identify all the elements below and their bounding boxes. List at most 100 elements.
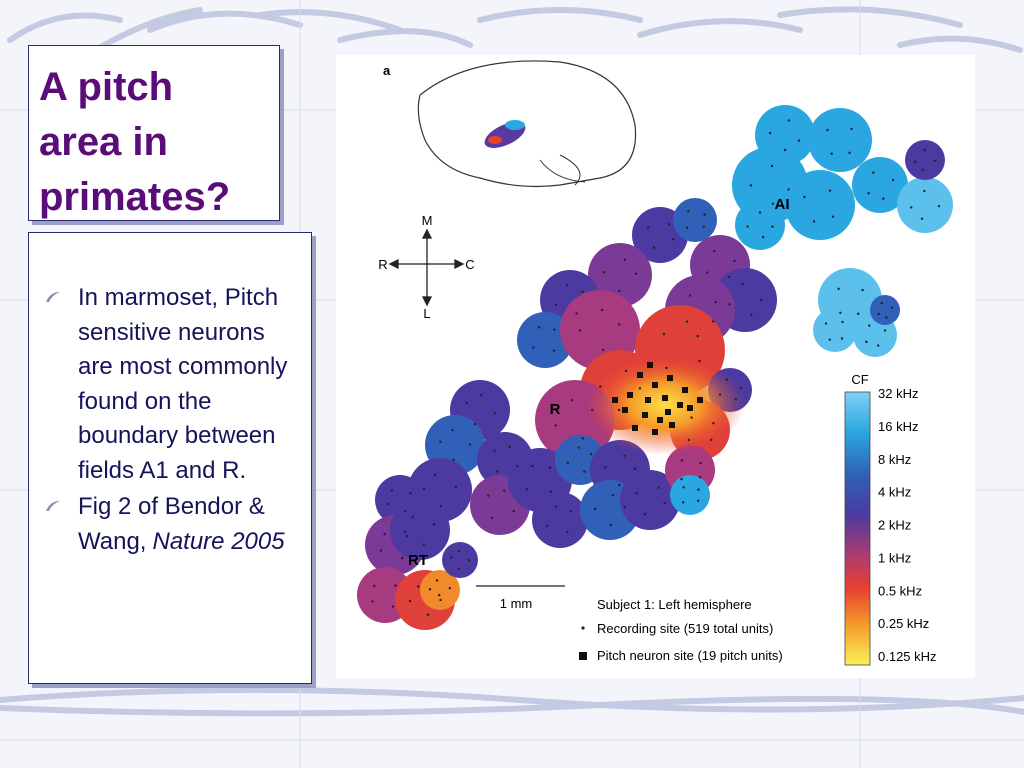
site-dot: [457, 567, 460, 571]
site-dot: [452, 458, 455, 462]
site-dot: [549, 490, 553, 493]
site-dot: [697, 488, 700, 491]
site-dot: [741, 282, 744, 286]
site-dot: [711, 320, 715, 323]
site-dot: [746, 225, 749, 228]
site-dot: [516, 465, 519, 468]
hot-region: [585, 355, 745, 455]
site-dot: [877, 312, 880, 316]
site-dot: [705, 271, 709, 274]
map-blob: [852, 157, 908, 213]
site-dot: [867, 191, 870, 195]
pitch-square: [687, 405, 693, 411]
site-dot: [725, 378, 728, 381]
site-dot: [577, 446, 581, 449]
site-dot: [770, 164, 774, 168]
map-blob: [897, 177, 953, 233]
site-dot: [826, 128, 829, 132]
site-dot: [868, 324, 871, 327]
site-dot: [739, 386, 743, 390]
pitch-square: [657, 417, 663, 423]
pitch-square: [697, 397, 703, 403]
site-dot: [837, 287, 840, 291]
site-dot: [635, 491, 638, 495]
site-dot: [578, 329, 582, 332]
site-dot: [451, 428, 454, 432]
site-dot: [617, 408, 621, 412]
colorbar-label: 0.125 kHz: [878, 649, 937, 664]
site-dot: [600, 308, 604, 312]
site-dot: [531, 464, 534, 468]
site-dot: [662, 333, 666, 336]
site-dot: [850, 127, 853, 131]
site-dot: [404, 510, 407, 513]
orientation-label: M: [422, 213, 433, 228]
site-dot: [688, 294, 692, 297]
site-dot: [710, 438, 713, 442]
site-dot: [589, 452, 593, 456]
legend-text: Subject 1: Left hemisphere: [597, 597, 752, 612]
site-dot: [373, 584, 376, 588]
colorbar-title: CF: [851, 372, 868, 387]
site-dot: [618, 323, 621, 326]
site-dot: [532, 346, 535, 349]
pitch-square: [669, 422, 675, 428]
colorbar-label: 0.5 kHz: [878, 583, 922, 598]
site-dot: [487, 494, 490, 497]
site-dot: [910, 206, 913, 209]
slide-title: A pitch area in primates?: [39, 65, 231, 219]
site-dot: [439, 598, 442, 602]
site-dot: [685, 320, 689, 323]
site-dot: [408, 599, 412, 603]
pitch-square: [642, 412, 648, 418]
pitch-square: [665, 409, 671, 415]
map-blob: [870, 295, 900, 325]
site-dot: [672, 238, 675, 241]
legend-dot: [581, 626, 585, 630]
site-dot: [923, 148, 926, 152]
site-dot: [880, 302, 883, 305]
text-box: In marmoset, Pitch sensitive neurons are…: [28, 232, 312, 684]
site-dot: [609, 523, 613, 527]
site-dot: [696, 334, 699, 338]
site-dot: [682, 486, 685, 489]
bullet: Fig 2 of Bendor & Wang, Nature 2005: [46, 490, 304, 559]
site-dot: [680, 459, 684, 462]
legend-square: [579, 652, 587, 660]
colorbar-label: 32 kHz: [878, 386, 918, 401]
orientation-label: R: [378, 257, 387, 272]
site-dot: [933, 159, 937, 163]
site-dot: [937, 204, 941, 208]
site-dot: [839, 311, 842, 314]
pitch-square: [647, 362, 653, 368]
site-dot: [828, 189, 832, 192]
site-dot: [581, 290, 584, 293]
site-dot: [828, 338, 831, 341]
site-dot: [872, 171, 875, 174]
site-dot: [750, 313, 753, 316]
field-label: RT: [408, 552, 428, 569]
citation: Nature 2005: [152, 527, 285, 555]
site-dot: [890, 306, 894, 309]
site-dot: [920, 217, 924, 220]
site-dot: [495, 470, 499, 473]
pitch-sites: [612, 362, 703, 435]
field-label: R: [550, 401, 561, 418]
map-blob: [532, 492, 588, 548]
site-dot: [599, 385, 602, 388]
site-dot: [634, 272, 638, 275]
site-dot: [714, 300, 717, 304]
site-dot: [618, 483, 621, 487]
map-blob: [442, 542, 478, 578]
site-dot: [638, 387, 642, 390]
colorbar-label: 8 kHz: [878, 452, 911, 467]
site-dot: [728, 303, 731, 306]
colorbar-label: 2 kHz: [878, 518, 911, 533]
site-dot: [565, 284, 569, 287]
site-dot: [611, 494, 615, 497]
site-dot: [803, 195, 806, 199]
site-dot: [882, 197, 885, 200]
pitch-square: [632, 425, 638, 431]
site-dot: [457, 549, 461, 553]
